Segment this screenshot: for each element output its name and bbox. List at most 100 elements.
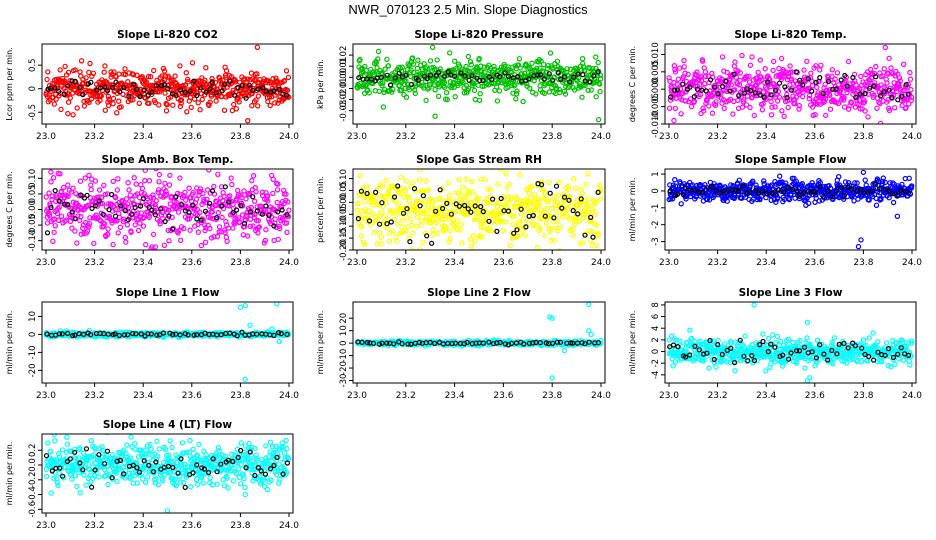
reference-point <box>805 188 811 195</box>
data-point <box>103 79 110 85</box>
reference-point <box>276 86 282 93</box>
y-tick-label: -20 <box>28 363 38 377</box>
reference-point <box>72 78 78 85</box>
data-point <box>551 169 555 170</box>
data-point <box>386 238 393 244</box>
data-point <box>408 222 415 228</box>
data-point <box>691 98 698 105</box>
data-point <box>153 197 159 204</box>
data-point <box>261 207 267 213</box>
data-point <box>132 222 138 228</box>
data-point <box>72 228 78 234</box>
data-point <box>799 93 806 100</box>
reference-point <box>173 194 179 200</box>
reference-point <box>65 202 71 208</box>
x-tick-label: 23.6 <box>805 258 825 268</box>
data-point <box>157 221 163 227</box>
data-point <box>467 236 474 242</box>
data-point <box>81 103 88 109</box>
data-point <box>873 202 880 208</box>
data-point <box>796 102 803 109</box>
reference-point <box>238 202 244 209</box>
data-point <box>406 86 412 93</box>
outlier-point <box>447 50 453 56</box>
data-point <box>841 97 847 103</box>
reference-point <box>857 91 863 97</box>
data-point <box>546 89 553 95</box>
data-point <box>517 171 523 178</box>
reference-point <box>829 194 835 200</box>
x-tick-label: 23.2 <box>85 391 105 401</box>
data-point <box>79 225 86 231</box>
data-point <box>542 190 549 196</box>
data-point <box>431 66 438 73</box>
data-point <box>468 243 475 249</box>
data-point <box>586 196 592 202</box>
data-point <box>427 58 434 64</box>
data-point <box>843 77 849 84</box>
data-point <box>441 84 448 91</box>
reference-point <box>731 71 737 77</box>
x-tick-label: 23.4 <box>133 391 153 401</box>
data-point <box>106 213 113 220</box>
reference-point <box>511 230 517 236</box>
reference-point <box>259 211 265 217</box>
data-point <box>284 220 290 226</box>
y-tick-label: -0.10 <box>339 215 349 237</box>
data-point <box>753 182 759 188</box>
data-point <box>836 173 842 180</box>
reference-point <box>715 90 721 97</box>
data-point <box>249 90 255 97</box>
reference-point <box>213 90 219 96</box>
data-point <box>357 172 363 179</box>
data-point <box>128 229 134 235</box>
data-point <box>594 222 600 229</box>
reference-point <box>838 184 844 191</box>
x-tick-label: 24.0 <box>279 391 299 401</box>
data-point <box>672 105 679 112</box>
data-point <box>781 113 787 120</box>
reference-point <box>462 202 468 209</box>
data-point <box>881 66 888 72</box>
data-point <box>250 223 256 229</box>
data-point <box>528 183 535 189</box>
data-point <box>496 88 503 94</box>
data-point <box>110 100 116 107</box>
data-point <box>544 65 551 72</box>
data-point <box>197 209 203 216</box>
data-point <box>90 70 97 77</box>
data-point <box>227 193 233 199</box>
data-point <box>366 208 373 214</box>
x-tick-label: 23.4 <box>445 258 465 268</box>
data-point <box>514 88 520 94</box>
data-point <box>166 238 172 244</box>
reference-point <box>575 211 581 217</box>
reference-point <box>358 188 364 194</box>
reference-point <box>78 192 84 198</box>
data-point <box>429 204 435 210</box>
reference-point <box>505 208 511 214</box>
reference-point <box>187 88 193 94</box>
reference-point <box>404 206 410 212</box>
x-tick-label: 23.8 <box>542 258 562 268</box>
data-point <box>482 69 488 76</box>
data-point <box>760 100 766 107</box>
reference-point <box>132 204 138 211</box>
reference-point <box>239 329 245 335</box>
data-point <box>698 77 705 84</box>
data-point <box>446 192 453 199</box>
x-tick-label: 23.4 <box>445 132 465 142</box>
data-point <box>362 241 368 247</box>
data-point <box>70 185 76 191</box>
reference-point <box>213 215 220 221</box>
data-point <box>896 75 903 81</box>
x-tick-label: 23.4 <box>133 132 153 142</box>
data-point <box>507 242 513 249</box>
data-point <box>579 56 586 62</box>
data-point <box>206 102 212 109</box>
data-point <box>503 170 509 177</box>
data-point <box>371 229 377 236</box>
data-point <box>841 104 848 110</box>
reference-point <box>784 94 790 101</box>
data-point <box>255 217 261 224</box>
